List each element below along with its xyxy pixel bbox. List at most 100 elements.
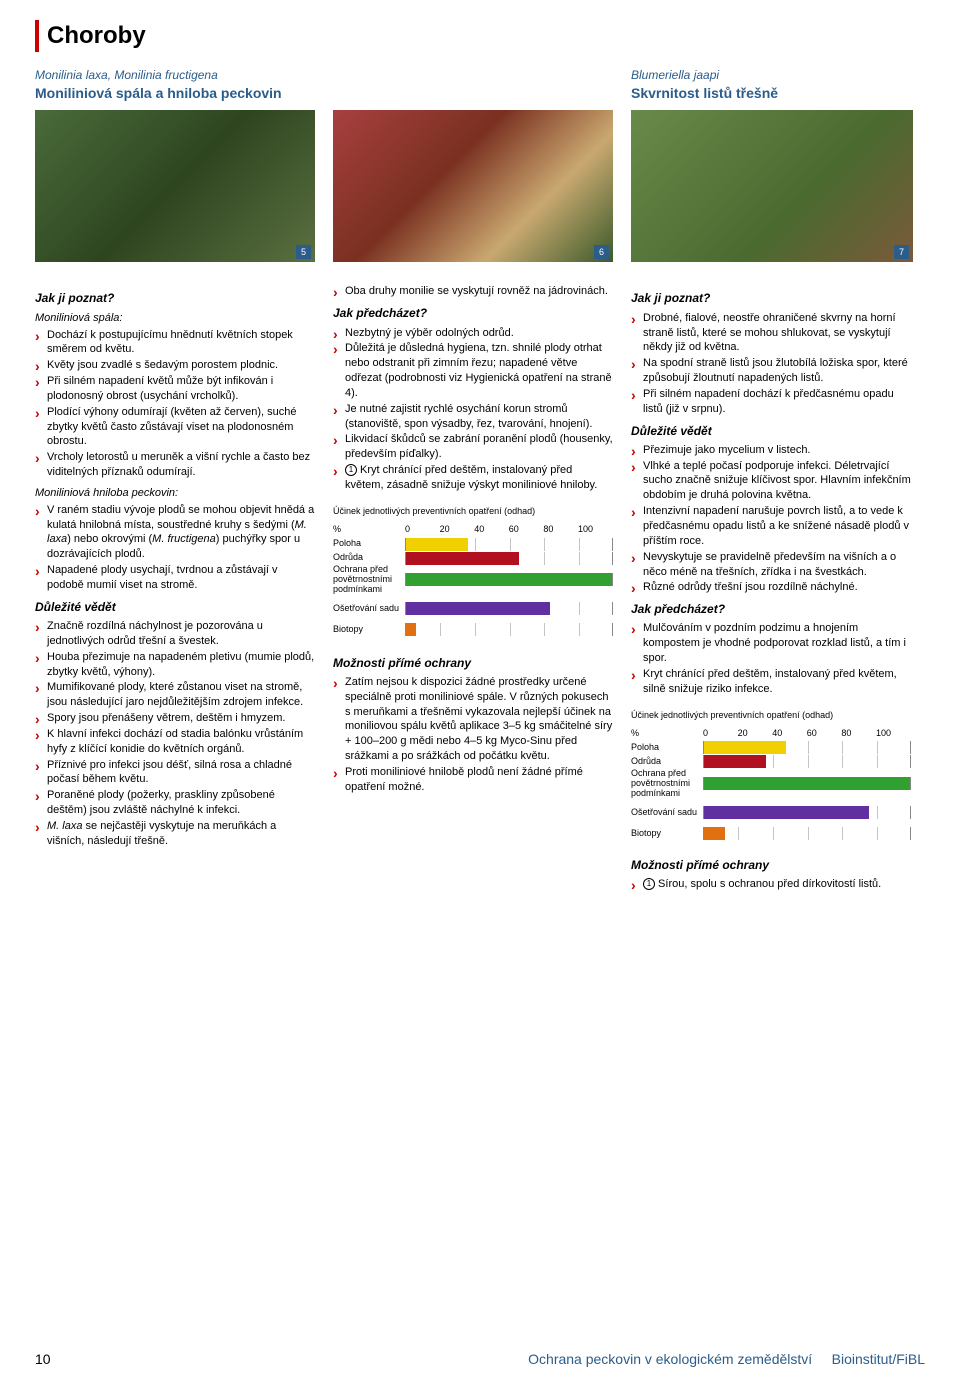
list-item: Napadené plody usychají, tvrdnou a zůstá… xyxy=(35,563,315,593)
col3-h4: Možnosti přímé ochrany xyxy=(631,857,913,873)
list-item: 1 Kryt chránící před deštěm, instalovaný… xyxy=(333,463,613,493)
chart-bar xyxy=(704,755,766,768)
list-item: Na spodní straně listů jsou žlutobílá lo… xyxy=(631,356,913,386)
list-item: Různé odrůdy třešní jsou rozdílně náchyl… xyxy=(631,580,913,595)
chart-row: Ošetřování sadu xyxy=(631,799,911,827)
list-item: Oba druhy monilie se vyskytují rovněž na… xyxy=(333,284,613,299)
chart-row-label: Ochrana před povětrnostními podmínkami xyxy=(333,565,405,595)
list-item: Plodící výhony odumírají (květen až červ… xyxy=(35,405,315,450)
axis-tick: 40 xyxy=(772,727,807,739)
disease-name-left: Moniliniová spála a hniloba peckovin xyxy=(35,84,613,103)
chart-row-label: Poloha xyxy=(333,539,405,549)
list-item: Intenzivní napadení narušuje povrch list… xyxy=(631,504,913,549)
photo-content xyxy=(35,110,315,262)
axis-tick: 0 xyxy=(703,727,738,739)
list-item: Zatím nejsou k dispozici žádné prostředk… xyxy=(333,675,613,764)
col2-list1: Nezbytný je výběr odolných odrůd.Důležit… xyxy=(333,326,613,493)
col2-h2: Možnosti přímé ochrany xyxy=(333,655,613,671)
photo-num: 6 xyxy=(594,245,609,259)
photo-5: 5 xyxy=(35,110,315,262)
column-3: Jak ji poznat? Drobné, fialové, neostře … xyxy=(631,284,913,897)
chart-bar-area xyxy=(703,741,911,754)
list-item: Poraněné plody (požerky, praskliny způso… xyxy=(35,788,315,818)
photo-6: 6 xyxy=(333,110,613,262)
col1-list1: Dochází k postupujícímu hnědnutí květníc… xyxy=(35,328,315,480)
col1-h2: Důležité vědět xyxy=(35,599,315,615)
disease-header-right: Blumeriella jaapi Skvrnitost listů třešn… xyxy=(631,67,913,102)
column-1: Jak ji poznat? Moniliniová spála: Docház… xyxy=(35,284,315,897)
col3-list1: Drobné, fialové, neostře ohraničené skvr… xyxy=(631,311,913,417)
col1-list3: Značně rozdílná náchylnost je pozorována… xyxy=(35,619,315,849)
col3-list4: 1 Sírou, spolu s ochranou před dírkovito… xyxy=(631,877,913,892)
page-number: 10 xyxy=(35,1350,51,1369)
chart-row-label: Poloha xyxy=(631,743,703,753)
chart-bar xyxy=(704,806,869,819)
col2-list0: Oba druhy monilie se vyskytují rovněž na… xyxy=(333,284,613,299)
photo-num: 7 xyxy=(894,245,909,259)
disease-latin-right: Blumeriella jaapi xyxy=(631,67,913,83)
list-item: M. laxa se nejčastěji vyskytuje na meruň… xyxy=(35,819,315,849)
list-item: V raném stadiu vývoje plodů se mohou obj… xyxy=(35,503,315,562)
list-item: Kryt chránící před deštěm, instalovaný p… xyxy=(631,667,913,697)
photo-content xyxy=(631,110,913,262)
chart-bar xyxy=(406,538,468,551)
chart1-caption: Účinek jednotlivých preventivních opatře… xyxy=(333,505,613,517)
chart-row-label: Biotopy xyxy=(631,829,703,839)
chart-row: Ochrana před povětrnostními podmínkami xyxy=(631,769,911,799)
chart1: %020406080100 Poloha Odrůda Ochrana před p… xyxy=(333,523,613,637)
list-item: Důležitá je důsledná hygiena, tzn. shnil… xyxy=(333,341,613,400)
list-item: Příznivé pro infekci jsou déšť, silná ro… xyxy=(35,758,315,788)
photo-content xyxy=(333,110,613,262)
list-item: Vrcholy letorostů u meruněk a višní rych… xyxy=(35,450,315,480)
chart-bar-area xyxy=(703,777,911,790)
content-columns: Jak ji poznat? Moniliniová spála: Docház… xyxy=(35,284,925,897)
chart-bar xyxy=(406,623,416,636)
list-item: Při silném napadení květů může být infik… xyxy=(35,374,315,404)
column-2: Oba druhy monilie se vyskytují rovněž na… xyxy=(333,284,613,897)
col3-list3: Mulčováním v pozdním podzimu a hnojením … xyxy=(631,621,913,696)
photo-row: 5 6 7 xyxy=(35,110,925,262)
chart-row: Ošetřování sadu xyxy=(333,595,613,623)
axis-tick: 80 xyxy=(543,523,578,535)
chart-row-label: Ošetřování sadu xyxy=(631,808,703,818)
chart-bar xyxy=(704,777,910,790)
list-item: Při silném napadení dochází k předčasném… xyxy=(631,387,913,417)
list-item: 1 Sírou, spolu s ochranou před dírkovito… xyxy=(631,877,913,892)
chart2-axis: %020406080100 xyxy=(631,727,911,739)
list-item: Proti moniliniové hnilobě plodů není žád… xyxy=(333,765,613,795)
chart1-axis: %020406080100 xyxy=(333,523,613,535)
col2-list2: Zatím nejsou k dispozici žádné prostředk… xyxy=(333,675,613,795)
footer-publisher: Bioinstitut/FiBL xyxy=(832,1351,925,1367)
chart-bar-area xyxy=(405,573,613,586)
list-item: Likvidací škůdců se zabrání poranění plo… xyxy=(333,432,613,462)
axis-tick: 100 xyxy=(578,523,613,535)
chart-bar xyxy=(406,602,550,615)
section-title: Choroby xyxy=(35,20,925,52)
chart-bar xyxy=(704,827,725,840)
chart-bar xyxy=(704,741,786,754)
list-item: Spory jsou přenášeny větrem, deštěm i hm… xyxy=(35,711,315,726)
chart-bar-area xyxy=(405,538,613,551)
footer-title: Ochrana peckovin v ekologickém zemědělst… xyxy=(528,1351,812,1367)
axis-tick: 20 xyxy=(738,727,773,739)
chart-row: Ochrana před povětrnostními podmínkami xyxy=(333,565,613,595)
chart-row: Biotopy xyxy=(333,623,613,637)
list-item: Přezimuje jako mycelium v listech. xyxy=(631,443,913,458)
footer: 10 Ochrana peckovin v ekologickém zemědě… xyxy=(35,1350,925,1369)
axis-tick: 60 xyxy=(807,727,842,739)
chart-bar-area xyxy=(703,827,911,840)
col1-sub1: Moniliniová spála: xyxy=(35,311,315,326)
chart-row: Odrůda xyxy=(631,755,911,769)
axis-tick: 20 xyxy=(440,523,475,535)
chart-bar-area xyxy=(703,806,911,819)
chart-row: Odrůda xyxy=(333,551,613,565)
list-item: Mulčováním v pozdním podzimu a hnojením … xyxy=(631,621,913,666)
list-item: Houba přezimuje na napadeném pletivu (mu… xyxy=(35,650,315,680)
col1-h1: Jak ji poznat? xyxy=(35,290,315,306)
axis-tick: 60 xyxy=(509,523,544,535)
chart-row-label: Odrůda xyxy=(333,553,405,563)
col3-h1: Jak ji poznat? xyxy=(631,290,913,306)
col1-list2: V raném stadiu vývoje plodů se mohou obj… xyxy=(35,503,315,593)
disease-latin-left: Monilinia laxa, Monilinia fructigena xyxy=(35,67,613,83)
photo-num: 5 xyxy=(296,245,311,259)
